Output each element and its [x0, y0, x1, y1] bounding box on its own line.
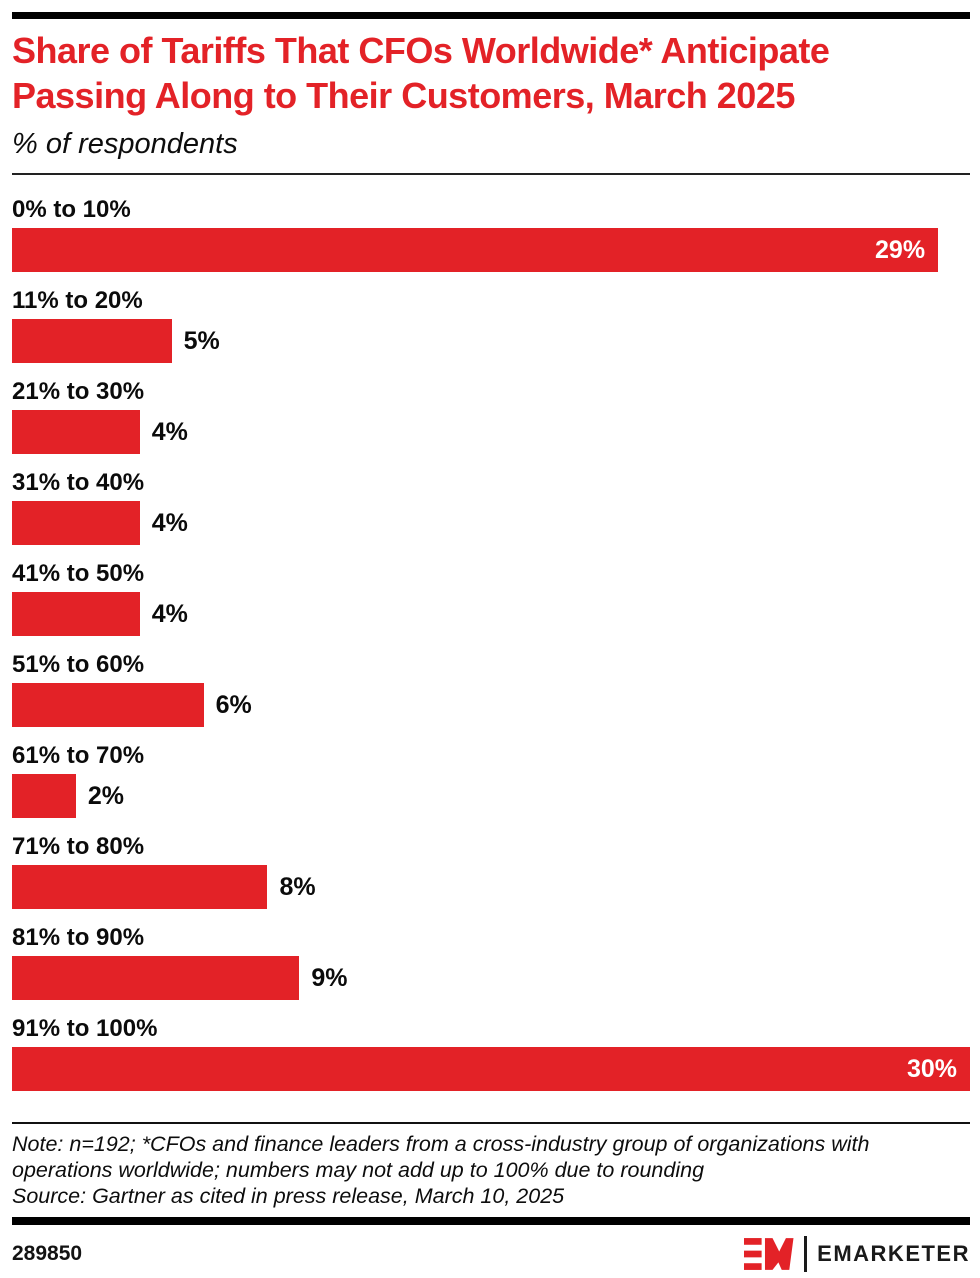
bar	[12, 319, 172, 363]
bar	[12, 501, 140, 545]
note-line: operations worldwide; numbers may not ad…	[12, 1158, 705, 1182]
bar	[12, 865, 268, 909]
bar-track: 4%	[12, 501, 970, 545]
category-label: 91% to 100%	[12, 1015, 158, 1042]
bar-track: 6%	[12, 683, 970, 727]
bar	[12, 683, 204, 727]
category-label: 61% to 70%	[12, 742, 145, 769]
chart-row: 21% to 30% 4%	[12, 378, 970, 454]
category-label: 21% to 30%	[12, 378, 145, 405]
footer: 289850 EMARKETER	[12, 1236, 970, 1272]
bar-track: 30%	[12, 1047, 970, 1091]
chart-row: 61% to 70% 2%	[12, 742, 970, 818]
bar: 29%	[12, 228, 939, 272]
note-divider	[12, 1122, 970, 1124]
bar	[12, 956, 300, 1000]
value-label: 4%	[151, 508, 188, 537]
emarketer-em-icon	[744, 1238, 794, 1270]
category-label: 81% to 90%	[12, 924, 145, 951]
chart-row: 81% to 90% 9%	[12, 924, 970, 1000]
bar-track: 2%	[12, 774, 970, 818]
category-label: 41% to 50%	[12, 560, 145, 587]
brand-divider	[804, 1236, 808, 1272]
chart-row: 91% to 100% 30%	[12, 1015, 970, 1091]
bottom-rule	[12, 1217, 970, 1225]
bar-track: 5%	[12, 319, 970, 363]
value-label: 29%	[875, 235, 926, 264]
chart-row: 71% to 80% 8%	[12, 833, 970, 909]
title-line-1: Share of Tariffs That CFOs Worldwide* An…	[12, 30, 830, 71]
value-label: 9%	[311, 963, 348, 992]
subtitle-divider	[12, 173, 970, 175]
chart-row: 11% to 20% 5%	[12, 287, 970, 363]
bar-chart: 0% to 10% 29% 11% to 20% 5% 21% to 30% 4% 31% …	[12, 196, 970, 1091]
chart-subtitle: % of respondents	[12, 128, 238, 160]
value-label: 2%	[87, 781, 124, 810]
value-label: 4%	[151, 417, 188, 446]
bar: 30%	[12, 1047, 970, 1091]
value-label: 6%	[215, 690, 252, 719]
note-line: Note: n=192; *CFOs and finance leaders f…	[12, 1132, 870, 1156]
chart-row: 31% to 40% 4%	[12, 469, 970, 545]
note-line: Source: Gartner as cited in press releas…	[12, 1184, 565, 1208]
top-rule	[12, 12, 970, 19]
brand-wordmark: EMARKETER	[817, 1241, 970, 1266]
bar	[12, 592, 140, 636]
bar-track: 4%	[12, 410, 970, 454]
category-label: 71% to 80%	[12, 833, 145, 860]
bar	[12, 774, 76, 818]
bar-track: 9%	[12, 956, 970, 1000]
category-label: 31% to 40%	[12, 469, 145, 496]
category-label: 51% to 60%	[12, 651, 145, 678]
chart-id: 289850	[12, 1242, 83, 1265]
bar-track: 8%	[12, 865, 970, 909]
chart-row: 51% to 60% 6%	[12, 651, 970, 727]
title-line-2: Passing Along to Their Customers, March …	[12, 75, 795, 116]
chart-notes: Note: n=192; *CFOs and finance leaders f…	[12, 1131, 970, 1209]
chart-row: 41% to 50% 4%	[12, 560, 970, 636]
bar-track: 29%	[12, 228, 970, 272]
bar-track: 4%	[12, 592, 970, 636]
value-label: 30%	[906, 1054, 957, 1083]
value-label: 4%	[151, 599, 188, 628]
chart-row: 0% to 10% 29%	[12, 196, 970, 272]
page-title: Share of Tariffs That CFOs Worldwide* An…	[12, 28, 970, 118]
bar	[12, 410, 140, 454]
value-label: 5%	[183, 326, 220, 355]
brand-logo: EMARKETER	[744, 1236, 970, 1272]
category-label: 0% to 10%	[12, 196, 131, 223]
value-label: 8%	[279, 872, 316, 901]
category-label: 11% to 20%	[12, 287, 143, 314]
